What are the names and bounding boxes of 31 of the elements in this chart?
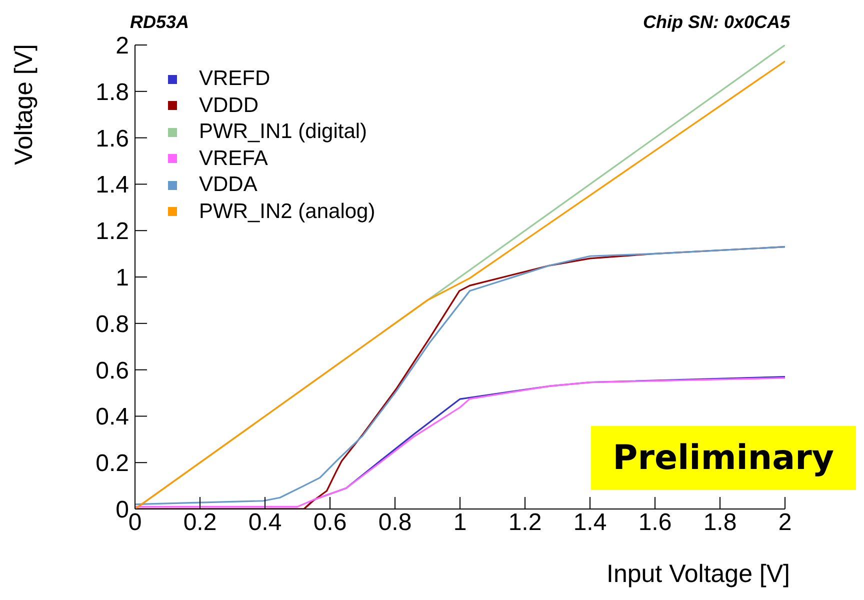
x-axis-title: Input Voltage [V]: [606, 560, 790, 589]
annotation: Preliminary: [590, 426, 856, 490]
x-tick-label: 1.6: [638, 509, 672, 536]
x-tick-label: 0.8: [378, 509, 412, 536]
x-tick-label: 2: [778, 509, 792, 536]
y-tick-label: 1.6: [96, 125, 129, 152]
y-axis-title: Voltage [V]: [10, 44, 39, 165]
y-tick-label: 0.4: [96, 404, 129, 431]
legend-label: VDDA: [199, 172, 258, 198]
y-tick-label: 2: [116, 32, 129, 60]
x-tick-label: 0.6: [313, 509, 347, 536]
x-tick-label: 1.4: [573, 509, 607, 536]
y-tick-label: 0.8: [96, 310, 129, 338]
y-tick-label: 1: [116, 264, 129, 292]
x-tick-label: 0.2: [183, 509, 217, 536]
legend-label: VREFA: [199, 146, 268, 172]
x-tick-label: 1: [453, 509, 467, 536]
y-tick-label: 1.8: [96, 78, 129, 106]
chart-title: RD53A: [130, 12, 190, 33]
x-tick-label: 0.4: [248, 509, 282, 536]
chart-subtitle: Chip SN: 0x0CA5: [642, 12, 790, 33]
legend-label: PWR_IN1 (digital): [199, 119, 368, 145]
y-tick-label: 1.2: [96, 218, 129, 246]
y-tick-label: 1.4: [96, 172, 129, 199]
y-tick-label: 0.6: [96, 357, 129, 384]
legend-label: PWR_IN2 (analog): [199, 198, 376, 224]
y-tick-label: 0.2: [96, 450, 129, 478]
legend-label: VREFD: [199, 66, 270, 92]
x-tick-label: 1.8: [703, 509, 737, 536]
legend-label: VDDD: [199, 92, 259, 118]
x-tick-label: 1.2: [508, 509, 542, 536]
